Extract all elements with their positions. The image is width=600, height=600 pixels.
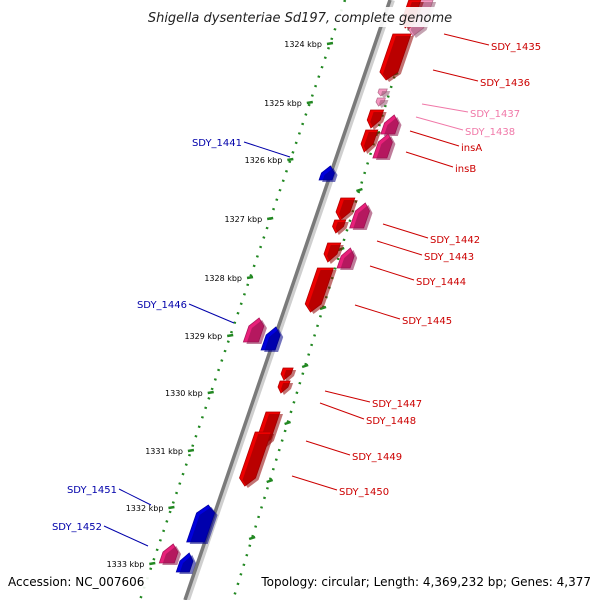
- genome-backbone: [183, 0, 392, 600]
- gene-arrow-shadow: [264, 329, 284, 352]
- gene-leader-line: [443, 33, 490, 46]
- gene-label[interactable]: SDY_1446: [137, 300, 187, 311]
- accession-text: Accession: NC_007606: [8, 575, 144, 589]
- gene-leader-line: [188, 303, 235, 324]
- gene-leader-line: [382, 223, 429, 239]
- gene-leader-line: [354, 304, 401, 320]
- gene-leader-line: [243, 141, 291, 158]
- gene-label[interactable]: SDY_1451: [67, 485, 117, 496]
- scale-tick-mark: [246, 275, 254, 280]
- scale-tick-mark: [326, 41, 334, 46]
- gene-arrow-shadow: [379, 100, 389, 108]
- footer-background: [4, 572, 149, 592]
- gene-arrow-shadow: [340, 250, 358, 270]
- scale-tick-mark: [187, 448, 195, 453]
- map-title: Shigella dysenteriae Sd197, complete gen…: [148, 11, 452, 26]
- scale-tick-mark: [149, 561, 156, 566]
- gene-label[interactable]: insB: [455, 164, 476, 175]
- footer-background-right: [256, 572, 596, 592]
- gene-arrow-shadow: [335, 222, 349, 235]
- gene-labels: SDY_1435 SDY_1436 SDY_1437 SDY_1438 insA insB…: [52, 33, 541, 547]
- gene-label[interactable]: SDY_1447: [372, 399, 422, 410]
- gene-label[interactable]: SDY_1435: [491, 42, 541, 53]
- gene-arrow-shadow: [382, 36, 414, 82]
- outer-track-tick: [301, 363, 309, 369]
- gene-leader-line: [305, 440, 351, 456]
- outer-track-tick: [248, 535, 256, 541]
- gene-leader-line: [291, 475, 338, 491]
- gene-leader-line: [415, 116, 464, 131]
- gene-leader-line: [376, 240, 423, 256]
- gene-leader-line: [118, 488, 152, 506]
- gene-arrow-shadow: [189, 507, 218, 544]
- gene-arrow-shadow: [308, 270, 337, 314]
- gene-label[interactable]: SDY_1445: [402, 316, 452, 327]
- title-background: [140, 7, 462, 27]
- gene-leader-line: [324, 390, 371, 403]
- scale-tick-label: 1326 kbp: [245, 156, 283, 165]
- scale-tick-label: 1332 kbp: [126, 504, 164, 513]
- gene-label[interactable]: SDY_1444: [416, 277, 466, 288]
- gene-label[interactable]: SDY_1450: [339, 487, 389, 498]
- gene-arrow-shadow: [370, 112, 387, 130]
- scale-tick-label: 1328 kbp: [204, 274, 242, 283]
- outer-track-tick: [284, 420, 291, 426]
- gene-features: [158, 0, 437, 574]
- gene-arrow-shadow: [242, 434, 275, 488]
- gene-leader-line: [432, 69, 479, 82]
- gene-arrow-shadow: [381, 91, 391, 98]
- gene-label[interactable]: SDY_1452: [52, 522, 102, 533]
- scale-tick-label: 1327 kbp: [224, 215, 262, 224]
- gene-label[interactable]: SDY_1436: [480, 78, 530, 89]
- gene-arrow-shadow: [364, 132, 381, 154]
- scale-tick-mark: [306, 100, 314, 105]
- scale-tick-label: 1325 kbp: [264, 99, 302, 108]
- gene-arrow-shadow: [327, 245, 344, 264]
- backbone-shadow: [184, 0, 395, 600]
- gene-leader-line: [103, 525, 149, 547]
- gene-arrow-shadow: [375, 136, 396, 160]
- gene-leader-line: [421, 103, 469, 113]
- outer-track-tick: [356, 187, 363, 193]
- gene-label[interactable]: SDY_1438: [465, 127, 515, 138]
- scale-tick-mark: [226, 333, 234, 338]
- outer-track-tick: [266, 478, 274, 484]
- gene-label[interactable]: SDY_1441: [192, 138, 242, 149]
- gene-arrow-shadow: [179, 555, 196, 574]
- scale-tick-mark: [266, 216, 274, 221]
- gene-label[interactable]: SDY_1449: [352, 452, 402, 463]
- gene-label[interactable]: SDY_1448: [366, 416, 416, 427]
- gene-arrow-shadow: [352, 205, 373, 230]
- outer-track-tick: [319, 305, 327, 311]
- scale-tick-label: 1333 kbp: [107, 560, 145, 569]
- gene-label[interactable]: SDY_1437: [470, 109, 520, 120]
- scale-tick-label: 1330 kbp: [165, 389, 203, 398]
- gene-leader-line: [409, 130, 460, 147]
- gene-arrow-shadow: [246, 320, 267, 344]
- gene-arrow-shadow: [339, 200, 358, 222]
- gene-label[interactable]: SDY_1442: [430, 235, 480, 246]
- gene-arrow-shadow: [281, 383, 294, 395]
- scale-tick-label: 1324 kbp: [284, 40, 322, 49]
- gene-arrow-shadow: [162, 546, 181, 565]
- scale-tick-mark: [168, 505, 175, 510]
- topology-summary: Topology: circular; Length: 4,369,232 bp…: [260, 575, 591, 589]
- gene-leader-line: [369, 265, 415, 281]
- gene-arrow-shadow: [284, 370, 297, 382]
- gene-label[interactable]: insA: [461, 143, 482, 154]
- gene-arrow-shadow: [322, 168, 338, 182]
- gene-label[interactable]: SDY_1443: [424, 252, 474, 263]
- scale-tick-mark: [287, 157, 294, 162]
- gene-leader-line: [405, 151, 454, 168]
- scale-tick-label: 1331 kbp: [145, 447, 183, 456]
- gene-leader-line: [319, 402, 365, 420]
- scale-tick-mark: [207, 390, 214, 395]
- gene-arrow-shadow: [383, 117, 402, 136]
- scale-ticks: 1324 kbp 1325 kbp 1326 kbp 1327 kbp 1328 kbp…: [107, 40, 399, 569]
- scale-tick-label: 1329 kbp: [184, 332, 222, 341]
